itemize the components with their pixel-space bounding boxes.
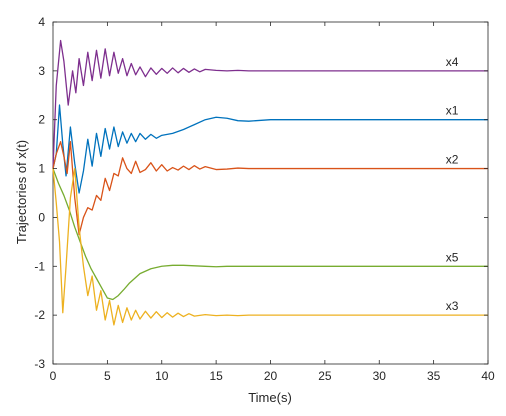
x-axis-ticks: 0 5 10 15 20 25 30 35 40 <box>50 22 495 383</box>
series-label-x4: x4 <box>446 55 459 69</box>
plot-area <box>52 21 489 365</box>
y-tick-label: -1 <box>34 259 45 273</box>
plot-frame <box>52 21 489 365</box>
y-tick-label: 0 <box>38 210 45 224</box>
y-tick-label: 1 <box>38 162 45 176</box>
x-tick-label: 30 <box>373 369 387 383</box>
series-labels: x4 x1 x2 x5 x3 <box>446 55 459 313</box>
y-tick-label: -3 <box>34 357 45 371</box>
x-tick-label: 15 <box>209 369 223 383</box>
x-tick-label: 0 <box>50 369 57 383</box>
series-layer <box>52 39 488 326</box>
series-line-x3 <box>52 167 488 326</box>
x-tick-label: 25 <box>318 369 332 383</box>
series-label-x1: x1 <box>446 104 459 118</box>
x-tick-label: 35 <box>427 369 441 383</box>
x-axis-label: Time(s) <box>248 390 292 405</box>
y-tick-label: 4 <box>38 15 45 29</box>
series-line-x1 <box>52 104 488 194</box>
x-tick-label: 10 <box>155 369 169 383</box>
series-label-x5: x5 <box>446 250 459 264</box>
y-axis-ticks: -3 -2 -1 0 1 2 3 4 <box>34 15 488 371</box>
y-tick-label: -2 <box>34 308 45 322</box>
x-tick-label: 20 <box>264 369 278 383</box>
series-line-x2 <box>52 141 488 236</box>
y-tick-label: 2 <box>38 113 45 127</box>
x-tick-label: 40 <box>481 369 495 383</box>
x-tick-label: 5 <box>104 369 111 383</box>
y-axis-label: Trajectories of x(t) <box>14 140 29 244</box>
y-tick-label: 3 <box>38 64 45 78</box>
series-label-x3: x3 <box>446 299 459 313</box>
series-line-x4 <box>52 39 488 169</box>
series-label-x2: x2 <box>446 153 459 167</box>
